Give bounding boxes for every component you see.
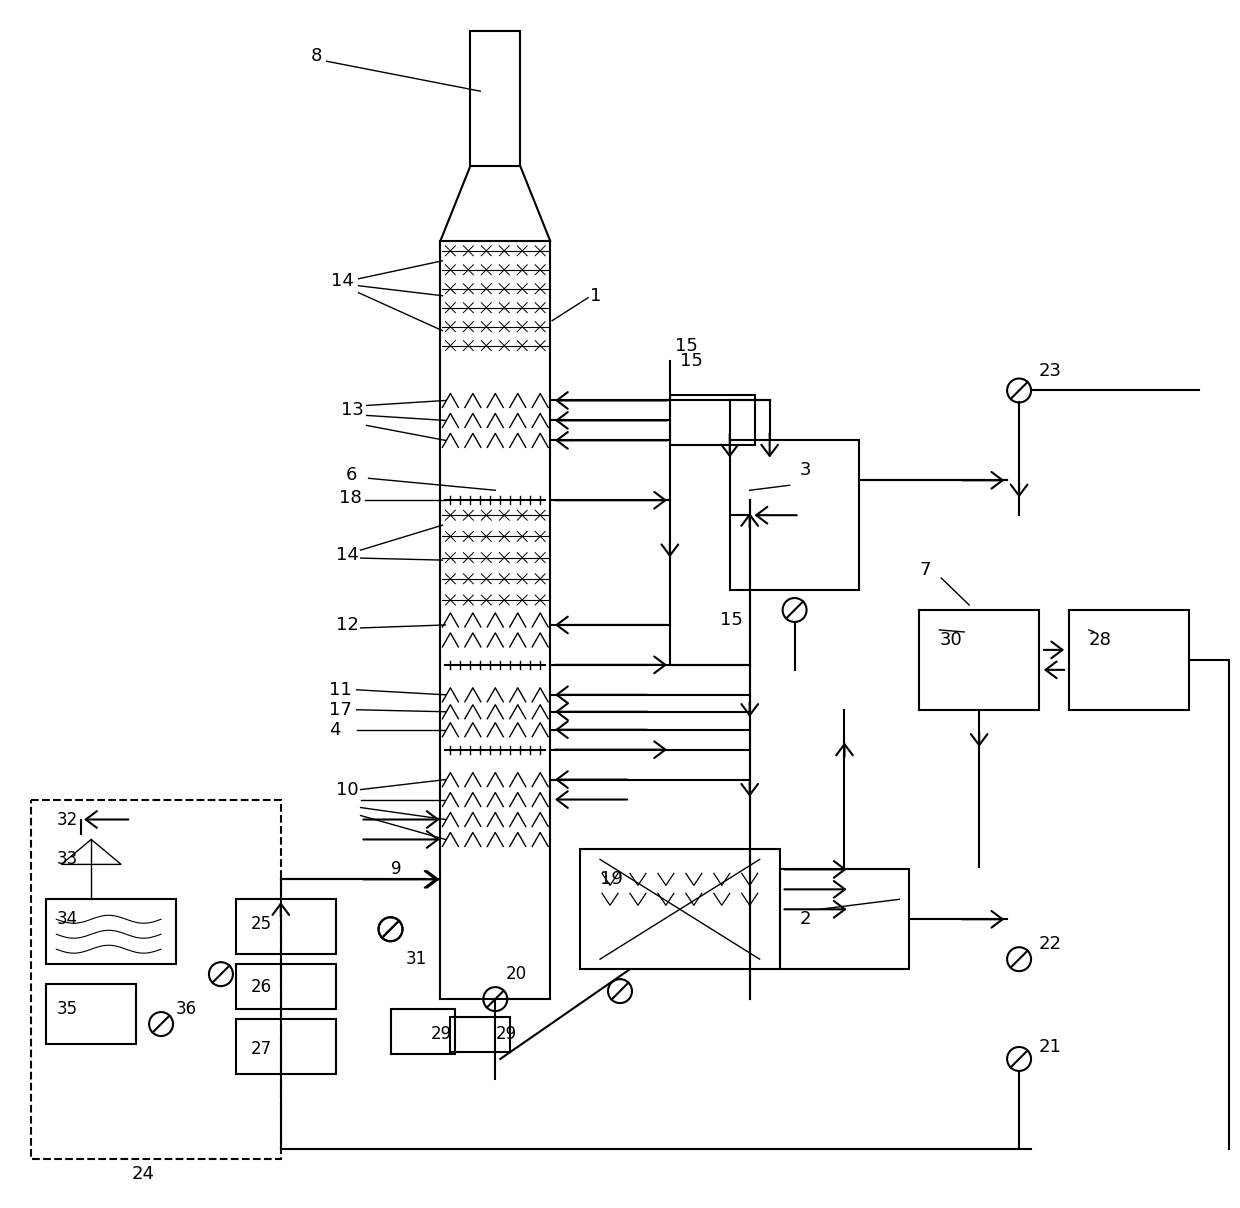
Bar bbox=[236, 899, 336, 954]
Text: 9: 9 bbox=[391, 860, 401, 878]
Bar bbox=[470, 31, 521, 165]
Text: 25: 25 bbox=[250, 916, 272, 934]
Text: 33: 33 bbox=[56, 850, 78, 869]
Bar bbox=[780, 870, 909, 969]
Text: 6: 6 bbox=[346, 466, 357, 484]
Bar bbox=[46, 899, 176, 964]
Text: 4: 4 bbox=[329, 721, 340, 739]
Text: 15: 15 bbox=[675, 337, 698, 355]
Text: 11: 11 bbox=[329, 681, 351, 698]
Bar bbox=[450, 1017, 510, 1052]
Bar bbox=[391, 1009, 455, 1053]
Text: 14: 14 bbox=[331, 272, 353, 290]
Bar bbox=[236, 1020, 336, 1074]
Text: 13: 13 bbox=[341, 401, 363, 419]
Text: 29: 29 bbox=[430, 1026, 451, 1043]
Bar bbox=[46, 985, 136, 1044]
Text: 15: 15 bbox=[719, 611, 743, 629]
Text: 31: 31 bbox=[405, 951, 427, 968]
Text: 2: 2 bbox=[800, 911, 811, 928]
Text: 17: 17 bbox=[329, 701, 352, 719]
Text: 10: 10 bbox=[336, 780, 358, 798]
Text: 22: 22 bbox=[1039, 935, 1061, 953]
Text: 14: 14 bbox=[336, 546, 358, 564]
Text: 30: 30 bbox=[939, 631, 962, 649]
Text: 8: 8 bbox=[311, 47, 322, 65]
Text: 34: 34 bbox=[56, 911, 77, 928]
Text: 21: 21 bbox=[1039, 1038, 1061, 1056]
Text: 7: 7 bbox=[919, 561, 931, 579]
Text: 19: 19 bbox=[600, 871, 622, 888]
Bar bbox=[670, 395, 755, 446]
Text: 27: 27 bbox=[250, 1040, 272, 1058]
Text: 18: 18 bbox=[339, 489, 361, 507]
Text: 28: 28 bbox=[1089, 631, 1112, 649]
Text: 3: 3 bbox=[800, 461, 811, 480]
Text: 36: 36 bbox=[176, 1000, 197, 1018]
Text: 32: 32 bbox=[56, 811, 78, 829]
Text: 23: 23 bbox=[1039, 361, 1061, 379]
Text: 35: 35 bbox=[56, 1000, 77, 1018]
Text: 26: 26 bbox=[250, 978, 272, 997]
Text: 29: 29 bbox=[495, 1026, 516, 1043]
Bar bbox=[31, 800, 280, 1158]
Text: 12: 12 bbox=[336, 616, 358, 634]
Text: 1: 1 bbox=[590, 286, 601, 304]
Bar bbox=[580, 849, 780, 969]
Text: 20: 20 bbox=[505, 965, 527, 983]
Bar bbox=[236, 964, 336, 1009]
Bar bbox=[919, 610, 1039, 710]
Bar bbox=[1069, 610, 1189, 710]
Bar bbox=[730, 441, 859, 590]
Text: 24: 24 bbox=[131, 1165, 154, 1183]
Text: 15: 15 bbox=[680, 352, 703, 370]
